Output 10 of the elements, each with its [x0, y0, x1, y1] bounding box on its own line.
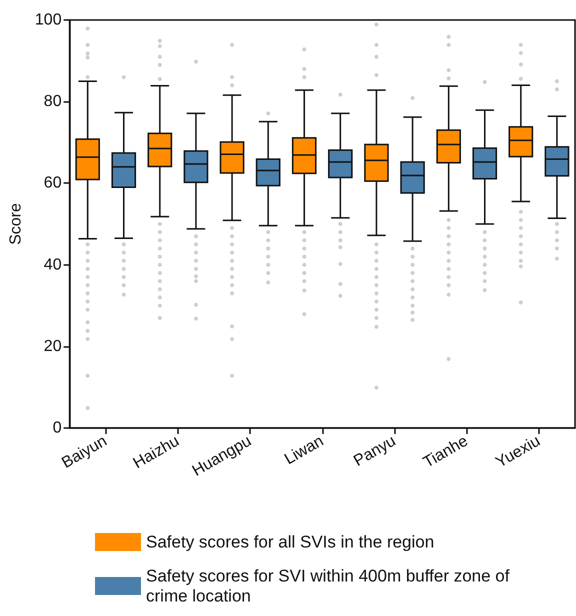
x-tick-label: Liwan [282, 432, 327, 468]
y-tick-label: 0 [52, 420, 62, 436]
legend-label: Safety scores for SVI within 400m buffer zone of crime location [146, 566, 514, 606]
y-axis-title: Score [8, 203, 24, 245]
y-tick-label: 100 [34, 12, 62, 28]
legend-label: Safety scores for all SVIs in the region [146, 532, 434, 552]
y-tick-label: 20 [44, 338, 62, 355]
y-tick-label: 80 [44, 93, 62, 110]
y-tick-label: 40 [44, 256, 62, 274]
y-tick-label: 60 [44, 174, 62, 192]
